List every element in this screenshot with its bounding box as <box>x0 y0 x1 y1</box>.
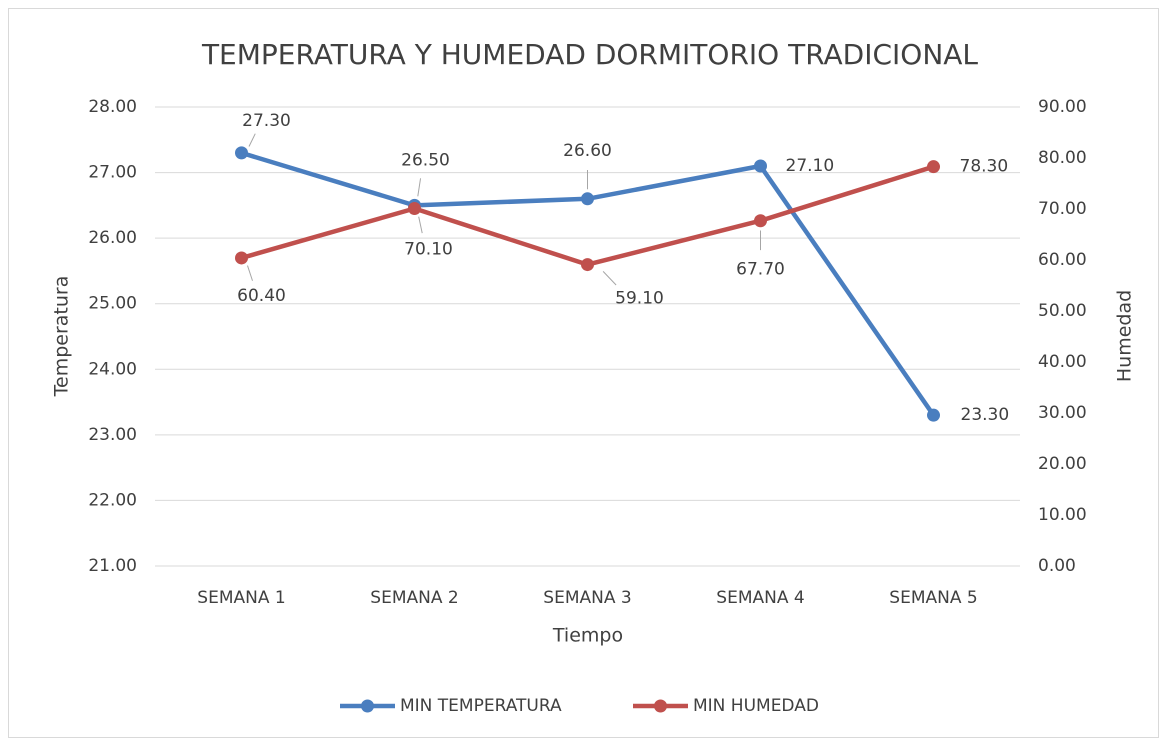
chart-border <box>8 8 1159 738</box>
y2-tick-label: 0.00 <box>1038 556 1076 576</box>
x-tick-label: SEMANA 4 <box>716 588 804 608</box>
x-tick-label: SEMANA 1 <box>197 588 285 608</box>
legend-label: MIN TEMPERATURA <box>400 696 562 716</box>
chart-title: TEMPERATURA Y HUMEDAD DORMITORIO TRADICI… <box>201 38 978 71</box>
y-tick-label: 28.00 <box>88 97 137 117</box>
data-label: 26.50 <box>401 150 450 170</box>
data-point <box>927 160 940 174</box>
x-tick-label: SEMANA 5 <box>889 588 977 608</box>
y-tick-label: 27.00 <box>88 163 137 183</box>
leader-line <box>417 178 422 197</box>
y2-tick-label: 30.00 <box>1038 403 1087 423</box>
legend-marker <box>654 699 667 713</box>
y-tick-label: 22.00 <box>88 490 137 510</box>
legend-label: MIN HUMEDAD <box>693 696 819 716</box>
y-tick-label: 26.00 <box>88 228 137 248</box>
data-label: 59.10 <box>615 289 664 309</box>
leader-line <box>247 265 253 281</box>
data-point <box>235 251 248 265</box>
y-axis-title: Temperatura <box>51 276 73 398</box>
leader-line <box>248 133 256 147</box>
data-point <box>408 201 421 215</box>
data-point <box>235 146 248 160</box>
y-tick-label: 23.00 <box>88 425 137 445</box>
leader-line <box>418 216 423 234</box>
y2-tick-label: 70.00 <box>1038 199 1087 219</box>
y-tick-label: 21.00 <box>88 556 137 576</box>
data-point <box>754 159 767 173</box>
y-tick-label: 24.00 <box>88 359 137 379</box>
y2-tick-label: 20.00 <box>1038 454 1087 474</box>
data-label: 67.70 <box>736 260 785 280</box>
data-point <box>581 258 594 272</box>
y-tick-label: 25.00 <box>88 294 137 314</box>
data-label: 70.10 <box>404 239 453 259</box>
data-label: 23.30 <box>961 405 1010 425</box>
data-point <box>754 214 767 228</box>
data-label: 60.40 <box>237 286 286 306</box>
data-point <box>581 192 594 206</box>
data-label: 26.60 <box>563 141 612 161</box>
data-point <box>927 408 940 422</box>
x-tick-label: SEMANA 2 <box>370 588 458 608</box>
y2-axis-title: Humedad <box>1114 290 1136 382</box>
y2-tick-label: 50.00 <box>1038 301 1087 321</box>
y2-tick-label: 10.00 <box>1038 505 1087 525</box>
x-tick-label: SEMANA 3 <box>543 588 631 608</box>
y2-tick-label: 90.00 <box>1038 97 1087 117</box>
y2-tick-label: 60.00 <box>1038 250 1087 270</box>
data-label: 27.30 <box>242 111 291 131</box>
legend-marker <box>361 699 374 713</box>
data-label: 27.10 <box>786 156 835 176</box>
y2-tick-label: 80.00 <box>1038 148 1087 168</box>
x-axis-title: Tiempo <box>552 625 623 647</box>
data-label: 78.30 <box>960 157 1009 177</box>
leader-line <box>602 271 617 286</box>
y2-tick-label: 40.00 <box>1038 352 1087 372</box>
